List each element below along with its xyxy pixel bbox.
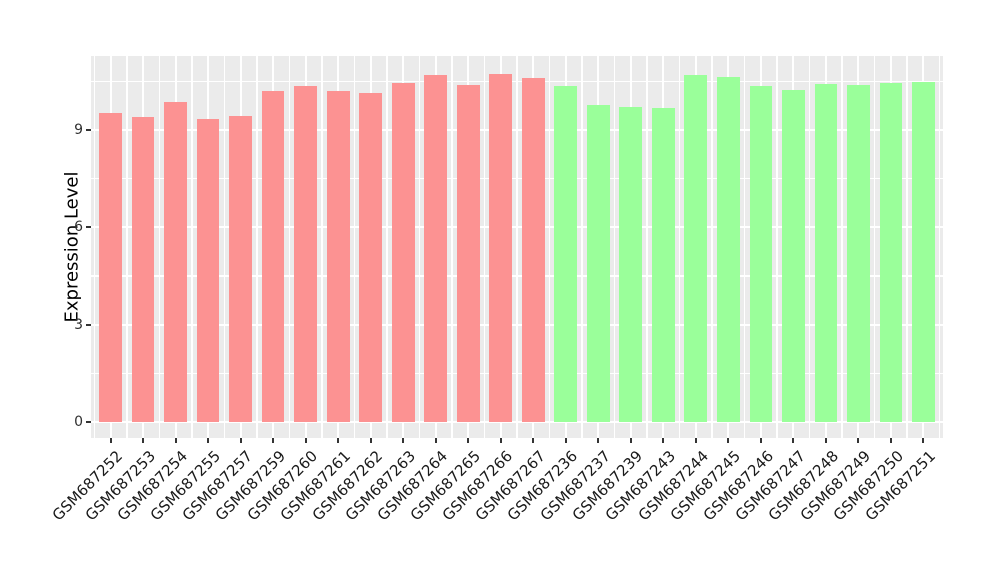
- y-tick-mark: [86, 129, 91, 132]
- bar: [684, 74, 708, 422]
- minor-gridline-x: [743, 56, 746, 438]
- y-tick-mark: [86, 421, 91, 423]
- x-tick-mark: [629, 438, 632, 443]
- minor-gridline-x: [386, 56, 388, 438]
- minor-gridline-x: [256, 56, 258, 438]
- minor-gridline-x: [906, 56, 908, 438]
- minor-gridline-x: [841, 56, 843, 438]
- bar: [782, 89, 805, 422]
- x-tick-mark: [759, 438, 762, 443]
- x-tick-mark: [499, 438, 502, 443]
- bar: [131, 117, 155, 422]
- bar: [716, 76, 740, 422]
- minor-gridline-x: [93, 56, 95, 438]
- minor-gridline-x: [126, 56, 128, 438]
- x-tick-mark: [727, 438, 730, 443]
- y-tick-mark: [86, 226, 91, 229]
- minor-gridline-x: [451, 56, 453, 438]
- bar: [489, 73, 513, 422]
- minor-gridline-x: [776, 56, 778, 438]
- minor-gridline-x: [548, 56, 551, 438]
- plot-panel: [91, 56, 943, 438]
- x-tick-mark: [174, 438, 177, 443]
- minor-gridline-x: [418, 56, 421, 438]
- minor-gridline-x: [581, 56, 583, 438]
- x-tick-mark: [272, 438, 275, 443]
- bar: [229, 116, 252, 422]
- y-axis-title: Expression Level: [61, 171, 83, 323]
- x-tick-mark: [434, 438, 437, 443]
- x-tick-mark: [337, 438, 340, 443]
- minor-gridline-x: [678, 56, 681, 438]
- x-tick-mark: [597, 438, 600, 443]
- bar: [619, 106, 643, 422]
- x-tick-mark: [922, 438, 925, 443]
- minor-gridline-x: [873, 56, 876, 438]
- x-tick-mark: [304, 438, 307, 443]
- minor-gridline-x: [808, 56, 811, 438]
- y-tick-label: 3: [74, 316, 83, 333]
- bar: [456, 85, 480, 422]
- x-tick-mark: [889, 438, 892, 443]
- minor-gridline-x: [191, 56, 193, 438]
- x-tick-mark: [109, 438, 112, 443]
- minor-gridline-x: [288, 56, 291, 438]
- x-tick-mark: [694, 438, 697, 443]
- x-tick-mark: [402, 438, 405, 443]
- bar: [749, 85, 773, 422]
- bar: [326, 91, 350, 422]
- x-tick-mark: [532, 438, 535, 443]
- y-tick-mark: [86, 323, 91, 326]
- bar: [294, 85, 317, 422]
- bar: [847, 84, 870, 422]
- x-tick-mark: [824, 438, 827, 443]
- bar: [261, 90, 285, 422]
- minor-gridline-x: [711, 56, 713, 438]
- minor-gridline-x: [613, 56, 616, 438]
- minor-gridline-x: [516, 56, 518, 438]
- bar: [164, 101, 187, 422]
- bar: [586, 104, 610, 422]
- x-tick-mark: [239, 438, 242, 443]
- x-tick-mark: [369, 438, 372, 443]
- bar: [912, 82, 935, 422]
- bar: [359, 92, 383, 422]
- bar: [814, 83, 838, 422]
- x-tick-mark: [857, 438, 860, 443]
- x-tick-mark: [467, 438, 470, 443]
- bar: [554, 85, 578, 422]
- minor-gridline-x: [483, 56, 486, 438]
- bar: [99, 112, 122, 422]
- bar: [879, 83, 903, 422]
- minor-gridline-x: [158, 56, 161, 438]
- y-tick-label: 6: [74, 219, 83, 236]
- bar: [651, 107, 675, 422]
- x-tick-mark: [662, 438, 665, 443]
- bar: [391, 83, 415, 422]
- x-tick-mark: [792, 438, 795, 443]
- bar: [196, 118, 220, 422]
- x-tick-mark: [207, 438, 210, 443]
- bar: [424, 75, 448, 422]
- minor-gridline-x: [223, 56, 226, 438]
- minor-gridline-x: [646, 56, 648, 438]
- minor-gridline-x: [938, 56, 941, 438]
- x-tick-mark: [142, 438, 145, 443]
- minor-gridline-x: [353, 56, 356, 438]
- y-tick-label: 9: [74, 122, 83, 139]
- minor-gridline-x: [321, 56, 323, 438]
- bar: [521, 78, 545, 422]
- y-tick-label: 0: [74, 414, 83, 430]
- x-tick-mark: [564, 438, 567, 443]
